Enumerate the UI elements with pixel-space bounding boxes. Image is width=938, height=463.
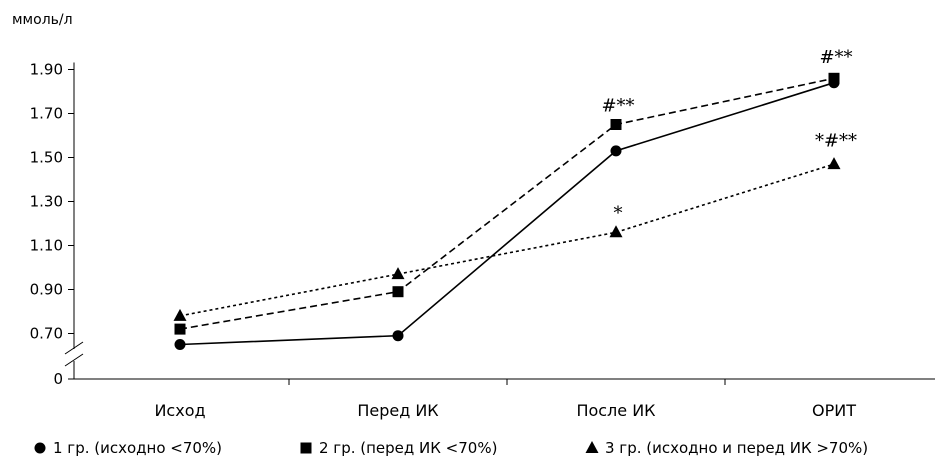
x-tick-label: Перед ИК — [357, 401, 439, 420]
legend-label: 1 гр. (исходно <70%) — [53, 439, 222, 457]
y-tick-label: 1.70 — [30, 105, 63, 123]
axis-break-line — [64, 353, 84, 367]
significance-annotation: * — [614, 203, 623, 224]
legend-label: 3 гр. (исходно и перед ИК >70%) — [605, 439, 868, 457]
data-point — [609, 225, 623, 238]
x-tick-label: ОРИТ — [812, 401, 856, 420]
series-line — [179, 77, 835, 330]
y-tick-label: 1.10 — [30, 237, 63, 255]
legend-marker — [34, 442, 46, 454]
legend: 1 гр. (исходно <70%) 2 гр. (перед ИК <70%… — [34, 439, 868, 457]
y-tick-label: 1.30 — [30, 193, 63, 211]
legend-marker — [585, 441, 599, 453]
legend-marker — [300, 442, 312, 454]
x-tick-label: Исход — [154, 401, 205, 420]
significance-annotation: #** — [601, 95, 634, 116]
y-axis-label: ммоль/л — [12, 12, 73, 28]
data-point — [392, 286, 404, 298]
y-tick-label: 0.70 — [30, 325, 63, 343]
data-point — [173, 308, 187, 321]
axis-break-mark — [64, 341, 84, 367]
y-ticks: 0 0.70 0.90 1.10 1.30 1.50 1.70 1.90 — [30, 61, 74, 388]
significance-annotation: #** — [819, 47, 852, 68]
y-tick-label: 1.50 — [30, 149, 63, 167]
significance-annotation: *#** — [815, 131, 857, 152]
data-point — [828, 72, 840, 84]
data-point — [827, 157, 841, 170]
series-markers — [173, 72, 841, 350]
x-tick-label: После ИК — [576, 401, 656, 420]
data-point — [610, 119, 622, 130]
x-ticks: Исход Перед ИК После ИК ОРИТ — [154, 379, 856, 420]
y-tick-label: 0 — [53, 370, 63, 388]
series-lines — [179, 77, 835, 346]
y-tick-label: 1.90 — [30, 61, 63, 79]
data-point — [174, 323, 186, 335]
legend-label: 2 гр. (перед ИК <70%) — [319, 439, 497, 457]
axes — [64, 62, 935, 380]
series-line — [179, 163, 835, 317]
data-point — [391, 267, 405, 280]
y-tick-label: 0.90 — [30, 281, 63, 299]
data-point — [610, 145, 622, 157]
data-point — [392, 330, 404, 342]
series-line — [179, 81, 835, 346]
data-point — [174, 339, 186, 350]
axis-break-line — [64, 341, 84, 355]
annotations: #** #** *#** * — [601, 47, 857, 224]
